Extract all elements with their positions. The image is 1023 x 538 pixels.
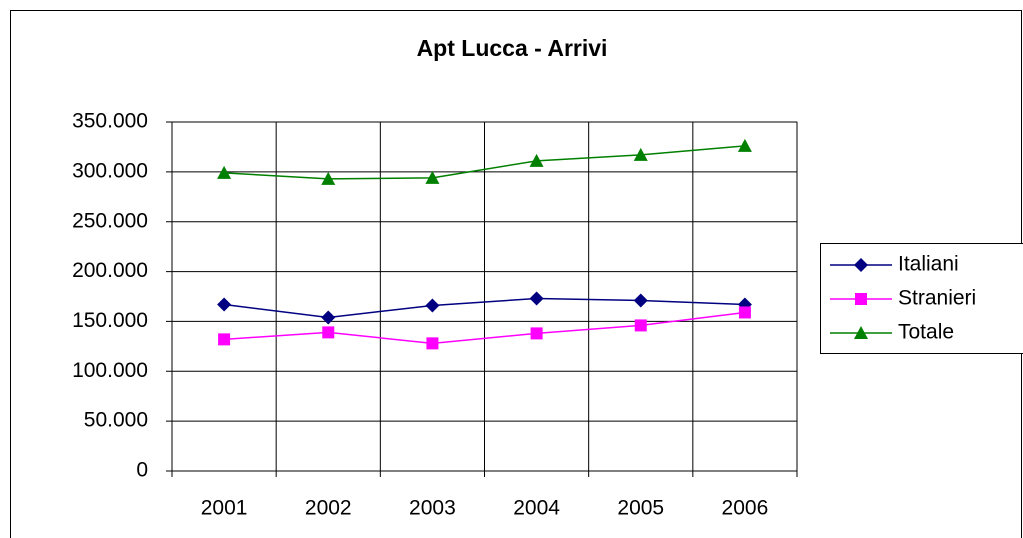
marker [321, 310, 336, 325]
marker [633, 293, 648, 308]
y-tick-label: 150.000 [72, 309, 148, 332]
marker [634, 319, 647, 332]
marker [426, 337, 439, 350]
marker [737, 138, 752, 152]
marker [738, 306, 751, 319]
series-line [223, 297, 745, 319]
x-tick-label: 2002 [305, 497, 352, 520]
x-tick-label: 2003 [409, 497, 456, 520]
y-tick-label: 0 [136, 459, 148, 482]
marker [633, 147, 648, 161]
y-tick-label: 300.000 [72, 159, 148, 182]
marker [321, 171, 336, 185]
marker [425, 170, 440, 184]
marker [855, 293, 867, 305]
marker [529, 291, 544, 306]
marker [529, 153, 544, 167]
y-tick-label: 200.000 [72, 259, 148, 282]
chart-title: Apt Lucca - Arrivi [417, 35, 608, 61]
legend-label: Stranieri [898, 287, 976, 310]
marker [425, 298, 440, 313]
legend-label: Italiani [898, 253, 959, 276]
x-tick-label: 2004 [513, 497, 560, 520]
marker [217, 165, 232, 179]
x-tick-label: 2006 [722, 497, 769, 520]
y-tick-label: 250.000 [72, 209, 148, 232]
x-tick-label: 2001 [201, 497, 248, 520]
marker [530, 327, 543, 340]
marker [322, 326, 335, 339]
marker [854, 326, 868, 339]
legend-label: Totale [898, 321, 954, 344]
series-line [224, 145, 745, 180]
y-tick-label: 50.000 [84, 409, 148, 432]
marker [854, 258, 868, 272]
y-tick-label: 100.000 [72, 359, 148, 382]
marker [218, 333, 231, 346]
y-tick-label: 350.000 [72, 110, 148, 133]
series-line [224, 311, 746, 345]
x-tick-label: 2005 [617, 497, 664, 520]
marker [217, 297, 232, 312]
